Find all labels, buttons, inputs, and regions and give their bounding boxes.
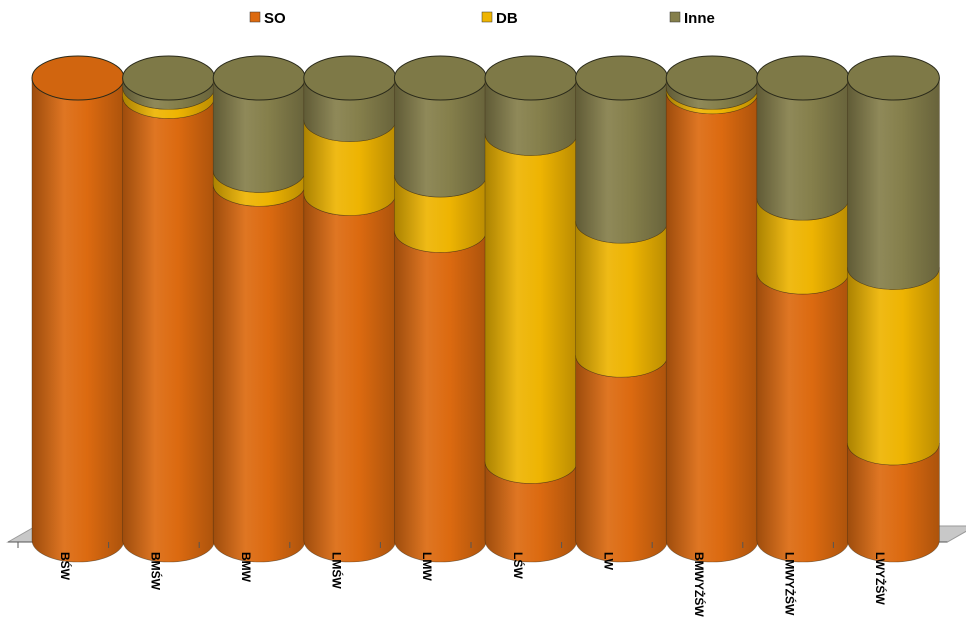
bar-top-cap-bmśw: [122, 55, 216, 101]
bar-group-bśw: [31, 55, 125, 563]
bar-segment-so-bmwyżśw: [665, 91, 759, 563]
x-tick-label-lmśw: LMŚW: [330, 552, 345, 589]
x-tick-label-lwyżśw: LWYŻŚW: [873, 552, 888, 605]
x-axis-ticks: BŚW BMŚW BMW LMŚW LMW LŚW LW BMWYŻŚW LMWYŻŚW LWYŻ…: [17, 542, 888, 617]
bar-segment-inne-lwyżśw: [847, 77, 940, 290]
x-tick-label-bmw: BMW: [239, 552, 253, 583]
x-tick-label-lmw: LMW: [420, 552, 434, 581]
bar-segment-db-lśw: [484, 133, 578, 484]
bar-group-lśw: [484, 55, 578, 563]
bar-top-cap-lmwyżśw: [756, 55, 850, 101]
bar-segment-db-lw: [575, 221, 668, 378]
bar-group-lw: [575, 55, 669, 563]
bar-group-bmśw: [122, 55, 216, 563]
bar-group-lmwyżśw: [756, 55, 850, 563]
bar-group-lmśw: [303, 55, 397, 563]
bar-top-cap-bmwyżśw: [665, 55, 759, 101]
bar-segment-so-bmw: [212, 184, 306, 563]
x-tick-label-bśw: BŚW: [58, 552, 73, 581]
bar-segment-db-lwyżśw: [847, 267, 940, 466]
legend-swatch-so: [249, 11, 261, 23]
bar-segment-so-lmwyżśw: [756, 272, 850, 563]
bar-segment-so-lmw: [394, 230, 487, 563]
bar-top-cap-lmśw: [303, 55, 397, 101]
x-tick-label-bmwyżśw: BMWYŻŚW: [692, 552, 707, 617]
legend-swatch-db: [481, 11, 493, 23]
legend: SO DB Inne: [249, 10, 715, 27]
x-tick-label-lmwyżśw: LMWYŻŚW: [783, 552, 798, 616]
bar-top-cap-lw: [575, 55, 669, 101]
bar-group-lmw: [393, 55, 487, 563]
bar-top-cap-lmw: [393, 55, 487, 101]
bar-segment-so-lw: [575, 355, 668, 563]
legend-label-so: SO: [264, 10, 286, 27]
x-tick-label-lśw: LŚW: [511, 552, 526, 579]
bar-group-lwyżśw: [846, 55, 940, 563]
legend-label-inne: Inne: [684, 10, 715, 27]
bar-segment-so-lmśw: [303, 193, 397, 563]
bar-top-cap-lśw: [484, 55, 578, 101]
bar-group-bmw: [212, 55, 306, 563]
bar-group-bmwyżśw: [665, 55, 759, 563]
bar-segment-so-bmśw: [122, 96, 215, 563]
x-tick-label-lw: LW: [601, 552, 615, 571]
x-tick-label-bmśw: BMŚW: [148, 552, 163, 591]
bars: [31, 55, 940, 563]
legend-swatch-inne: [669, 11, 681, 23]
bar-segment-inne-lw: [575, 77, 668, 244]
bar-segment-so-bśw: [31, 77, 125, 563]
bar-top-cap-bśw: [31, 55, 125, 101]
bar-top-cap-lwyżśw: [846, 55, 940, 101]
legend-label-db: DB: [496, 10, 518, 27]
bar-top-cap-bmw: [212, 55, 306, 101]
